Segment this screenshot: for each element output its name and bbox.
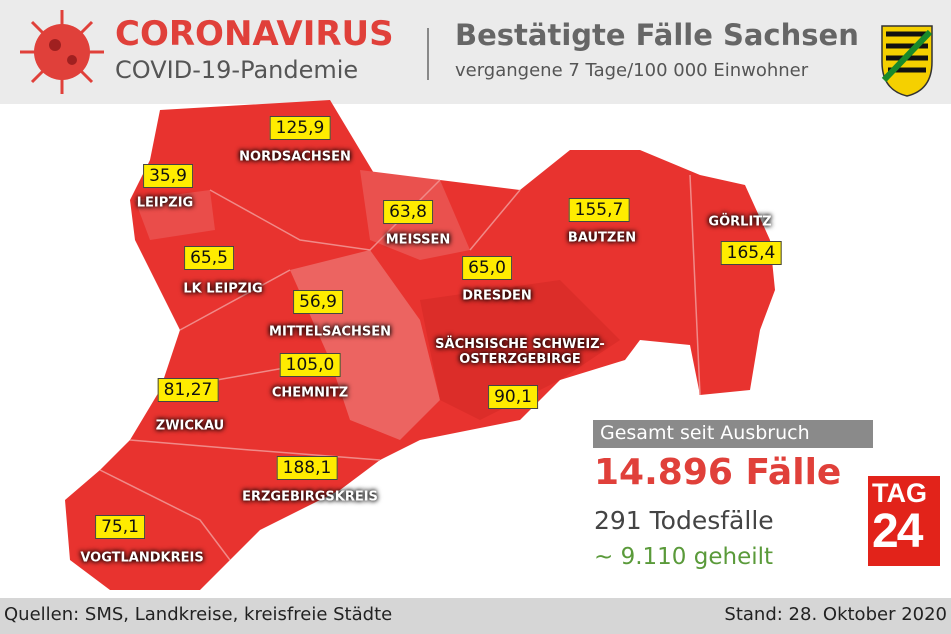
region-value: 105,0: [279, 353, 341, 377]
region-value: 90,1: [488, 385, 538, 409]
header-band: [0, 0, 951, 104]
summary-label-bg: [593, 420, 873, 448]
subtitle: COVID-19-Pandemie: [115, 56, 359, 84]
region-value: 65,0: [462, 256, 512, 280]
region-value: 75,1: [95, 515, 145, 539]
footer-band: [0, 598, 951, 634]
recovered: ~ 9.110 geheilt: [594, 544, 774, 570]
region-value: 81,27: [157, 378, 219, 402]
source: Quellen: SMS, Landkreise, kreisfreie Stä…: [4, 604, 393, 625]
region-value: 155,7: [568, 198, 630, 222]
virus-icon: [20, 10, 104, 94]
region-value: 56,9: [293, 290, 343, 314]
region-value: 165,4: [720, 241, 782, 265]
region-name: DRESDEN: [462, 288, 532, 304]
region-value: 188,1: [276, 456, 338, 480]
summary-label: Gesamt seit Ausbruch: [600, 422, 810, 444]
heading: Bestätigte Fälle Sachsen: [455, 18, 859, 52]
region-leipzig: [135, 190, 215, 240]
region-name: SÄCHSISCHE SCHWEIZ-OSTERZGEBIRGE: [435, 337, 605, 367]
region-name: LEIPZIG: [136, 195, 194, 211]
cases: 14.896 Fälle: [594, 452, 842, 493]
logo-line1: TAG: [872, 478, 927, 508]
date: Stand: 28. Oktober 2020: [724, 604, 947, 625]
region-value: 35,9: [143, 164, 193, 188]
title: CORONAVIRUS: [115, 14, 394, 54]
coat-of-arms: [881, 25, 933, 97]
region-name: ZWICKAU: [155, 418, 225, 434]
region-name: MITTELSACHSEN: [269, 324, 391, 340]
region-value: 65,5: [184, 246, 234, 270]
logo-bg: [868, 476, 940, 566]
region-value: 63,8: [383, 200, 433, 224]
region-value: 125,9: [269, 116, 331, 140]
logo-line2: 24: [872, 505, 923, 558]
deaths: 291 Todesfälle: [594, 506, 774, 535]
region-name: BAUTZEN: [567, 230, 637, 246]
region-name: CHEMNITZ: [271, 385, 349, 401]
region-name: LK LEIPZIG: [183, 281, 263, 297]
region-name: GÖRLITZ: [708, 214, 772, 230]
region-name: VOGTLANDKREIS: [80, 550, 204, 566]
region-name: MEISSEN: [385, 232, 451, 248]
region-osterzgebirge: [420, 280, 620, 420]
region-name: NORDSACHSEN: [239, 149, 351, 165]
subheading: vergangene 7 Tage/100 000 Einwohner: [455, 60, 809, 81]
region-name: ERZGEBIRGSKREIS: [242, 489, 378, 505]
